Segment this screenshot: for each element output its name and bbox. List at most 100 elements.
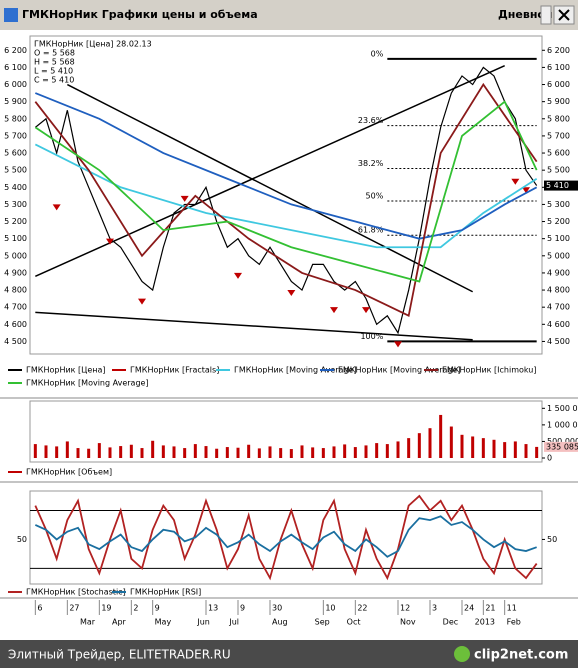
period[interactable]: Дневной — [498, 8, 553, 21]
fractal-marker — [522, 187, 530, 194]
x-month-label: 2013 — [475, 618, 495, 627]
volume-bar — [343, 444, 347, 458]
fib-label: 61.8% — [358, 226, 384, 235]
volume-bar — [481, 438, 485, 458]
y-tick-label-left: 6 000 — [4, 80, 27, 89]
series-line — [34, 66, 538, 335]
volume-bar — [55, 446, 59, 458]
volume-bar — [108, 447, 112, 458]
y-tick-label-left: 4 900 — [4, 268, 27, 277]
y-tick-label-left: 5 600 — [4, 149, 27, 158]
legend-label: ГМКНорНик [RSI] — [130, 588, 201, 597]
fib-label: 50% — [366, 191, 384, 200]
y-tick-label-left: 5 400 — [4, 183, 27, 192]
trend-line — [35, 311, 473, 341]
volume-bar — [204, 446, 208, 458]
x-month-label: Dec — [443, 618, 458, 627]
x-tick-label: 30 — [272, 604, 282, 613]
title-bar — [0, 0, 578, 30]
plot-frame — [29, 400, 543, 463]
volume-bar — [140, 448, 144, 458]
plot-frame — [29, 35, 543, 355]
y-tick-label-left: 4 800 — [4, 286, 27, 295]
volume-bar — [247, 444, 251, 458]
volume-bar — [193, 444, 197, 458]
x-tick-label: 6 — [37, 604, 42, 613]
fractal-marker — [106, 238, 114, 245]
y-tick-label-left: 4 600 — [4, 320, 27, 329]
app-icon — [4, 8, 18, 22]
header-line: H = 5 568 — [34, 58, 75, 67]
y-tick-label: 4 500 — [547, 337, 570, 346]
fractal-marker — [394, 341, 402, 348]
volume-bar — [375, 443, 379, 458]
volume-bar — [151, 440, 155, 458]
volume-bar — [417, 433, 421, 458]
volume-bar — [44, 445, 48, 458]
volume-bar — [225, 447, 229, 458]
value-label: 5 410 — [546, 181, 569, 190]
y-tick-label: 6 000 — [547, 80, 570, 89]
volume-bar — [76, 448, 80, 458]
scroll-button[interactable] — [540, 5, 552, 25]
y-tick-label: 5 800 — [547, 114, 570, 123]
volume-bar — [460, 434, 464, 458]
volume-bar — [439, 414, 443, 458]
fractal-marker — [180, 195, 189, 202]
value-label: 335 085 — [546, 442, 578, 451]
y-tick-label-left: 5 200 — [4, 217, 27, 226]
volume-bar — [97, 443, 101, 458]
x-month-label: Apr — [112, 618, 127, 627]
y-tick-label-left: 5 100 — [4, 234, 27, 243]
volume-bar — [172, 446, 176, 458]
x-tick-label: 27 — [69, 604, 79, 613]
volume-bar — [407, 438, 411, 458]
footer-text: Элитный Трейдер, ELITETRADER.RU — [8, 648, 231, 662]
y-tick-label: 5 000 — [547, 251, 570, 260]
y-tick-label-left: 4 700 — [4, 303, 27, 312]
x-month-label: Nov — [400, 618, 416, 627]
volume-bar — [535, 446, 539, 458]
volume-bar — [385, 444, 389, 458]
x-tick-label: 13 — [208, 604, 218, 613]
y-tick-label: 5 600 — [547, 149, 570, 158]
close-icon — [558, 9, 570, 21]
fractal-marker — [52, 204, 61, 211]
volume-bar — [524, 444, 528, 458]
volume-bar — [449, 426, 453, 458]
y-tick-label: 6 100 — [547, 63, 570, 72]
y-tick-label: 0 — [547, 454, 552, 463]
fractal-marker — [330, 307, 338, 314]
volume-bar — [396, 441, 400, 458]
legend-label: ГМКНорНик [Цена] — [26, 366, 106, 375]
y-tick-label-left: 5 700 — [4, 131, 27, 140]
x-tick-label: 24 — [464, 604, 474, 613]
window-title: ГМКНорНик Графики цены и объема — [22, 8, 258, 21]
fractal-marker — [138, 298, 146, 305]
series-line — [34, 494, 538, 581]
x-month-label: Aug — [272, 618, 288, 627]
volume-bar — [321, 448, 325, 458]
volume-bar — [236, 447, 240, 458]
y-tick-label-left: 6 200 — [4, 46, 27, 55]
volume-bar — [513, 441, 517, 458]
x-tick-label: 22 — [357, 604, 367, 613]
legend-label: ГМКНорНик [Moving Average] — [338, 366, 461, 375]
y-tick-label: 4 900 — [547, 268, 570, 277]
volume-bar — [65, 441, 69, 458]
y-tick-label: 5 100 — [547, 234, 570, 243]
legend-label: ГМКНорНик [Ichimoku] — [442, 366, 536, 375]
y-tick-label-left: 5 300 — [4, 200, 27, 209]
y-tick-label: 500 000 — [547, 437, 578, 446]
y-tick-label-left: 5 900 — [4, 97, 27, 106]
y-tick-label-left: 4 500 — [4, 337, 27, 346]
y-tick-label: 5 700 — [547, 131, 570, 140]
value-label-box — [544, 441, 578, 452]
volume-bar — [268, 446, 272, 458]
fractal-marker — [511, 178, 520, 185]
y-tick-label: 6 200 — [547, 46, 570, 55]
series-line — [34, 143, 538, 249]
volume-bar — [492, 439, 496, 458]
